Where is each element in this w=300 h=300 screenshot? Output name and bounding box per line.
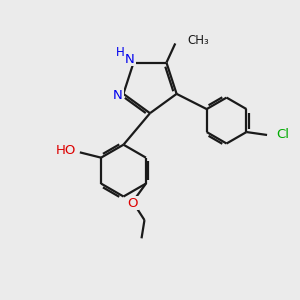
Text: HO: HO (56, 144, 76, 158)
Text: H: H (116, 46, 125, 59)
Text: Cl: Cl (277, 128, 290, 142)
Text: N: N (113, 89, 123, 102)
Text: CH₃: CH₃ (188, 34, 209, 47)
Text: N: N (125, 52, 135, 66)
Text: O: O (128, 197, 138, 210)
